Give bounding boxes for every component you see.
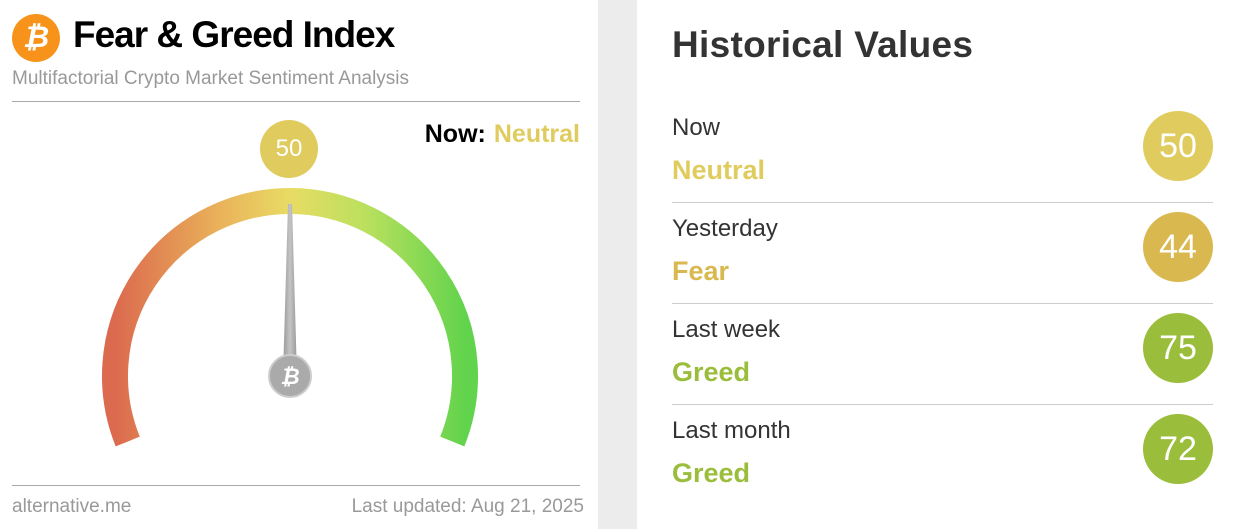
historical-panel: Historical Values Now Neutral 50 Yesterda… bbox=[637, 0, 1247, 529]
sentiment-class: Greed bbox=[672, 357, 751, 387]
now-class: Neutral bbox=[493, 120, 580, 148]
gauge-arc bbox=[102, 188, 478, 447]
historical-title: Historical Values bbox=[672, 24, 974, 65]
fear-greed-panel: ₿ Fear & Greed Index Multifactorial Cryp… bbox=[0, 0, 598, 529]
now-label: Now: bbox=[424, 120, 486, 148]
last-updated: Last updated: Aug 21, 2025 bbox=[351, 496, 584, 517]
sentiment-class: Greed bbox=[672, 458, 751, 488]
subtitle: Multifactorial Crypto Market Sentiment A… bbox=[12, 68, 410, 89]
divider bbox=[12, 485, 580, 486]
sentiment-value-badge: 44 bbox=[1143, 212, 1213, 282]
sentiment-class: Fear bbox=[672, 256, 730, 286]
sentiment-value-badge: 50 bbox=[1143, 111, 1213, 181]
divider bbox=[12, 101, 580, 102]
bitcoin-icon: ₿ bbox=[12, 14, 60, 62]
sentiment-value-badge: 72 bbox=[1143, 414, 1213, 484]
gauge: ₿ bbox=[102, 188, 478, 447]
period-label: Yesterday bbox=[672, 215, 778, 242]
period-label: Now bbox=[672, 114, 721, 141]
period-label: Last week bbox=[672, 316, 781, 343]
bitcoin-icon: ₿ bbox=[280, 365, 299, 390]
sentiment-class: Neutral bbox=[672, 155, 766, 185]
historical-row: Last month Greed 72 bbox=[672, 405, 1213, 506]
gauge-value-bubble: 50 bbox=[260, 120, 318, 178]
historical-row: Last week Greed 75 bbox=[672, 304, 1213, 405]
source-link[interactable]: alternative.me bbox=[12, 496, 132, 517]
needle-hub bbox=[268, 354, 312, 398]
now-status: Now: Neutral bbox=[425, 120, 580, 149]
period-label: Last month bbox=[672, 417, 791, 444]
gauge-needle bbox=[283, 204, 297, 376]
historical-row: Yesterday Fear 44 bbox=[672, 203, 1213, 304]
sentiment-value-badge: 75 bbox=[1143, 313, 1213, 383]
historical-row: Now Neutral 50 bbox=[672, 102, 1213, 203]
page-title: Fear & Greed Index bbox=[73, 14, 395, 55]
